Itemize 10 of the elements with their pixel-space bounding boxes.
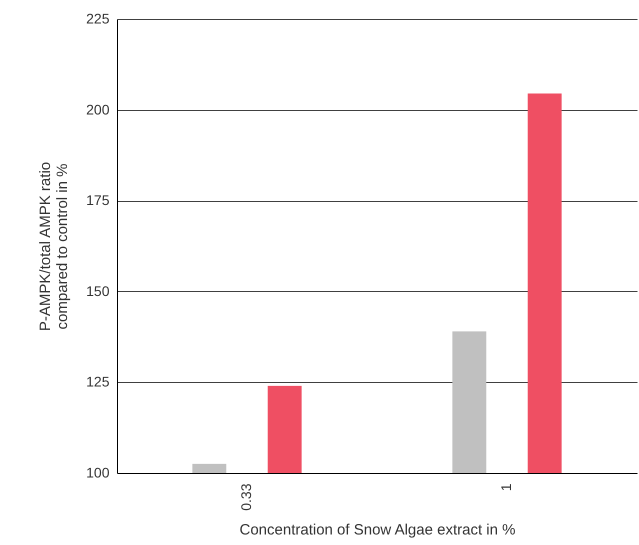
y-axis-title: P-AMPK/total AMPK ratio compared to control in % (37, 162, 72, 332)
y-tick-label: 225 (86, 10, 110, 26)
y-tick-label: 125 (86, 374, 110, 390)
y-tick-label: 100 (86, 464, 110, 480)
x-tick-label: 1 (498, 483, 514, 492)
y-tick-label: 150 (86, 282, 110, 299)
x-tick-label: 0.33 (238, 483, 254, 511)
y-tick-label: 175 (86, 192, 110, 208)
y-tick-label: 200 (86, 101, 110, 118)
x-axis-title: Concentration of Snow Algae extract in % (240, 522, 516, 539)
